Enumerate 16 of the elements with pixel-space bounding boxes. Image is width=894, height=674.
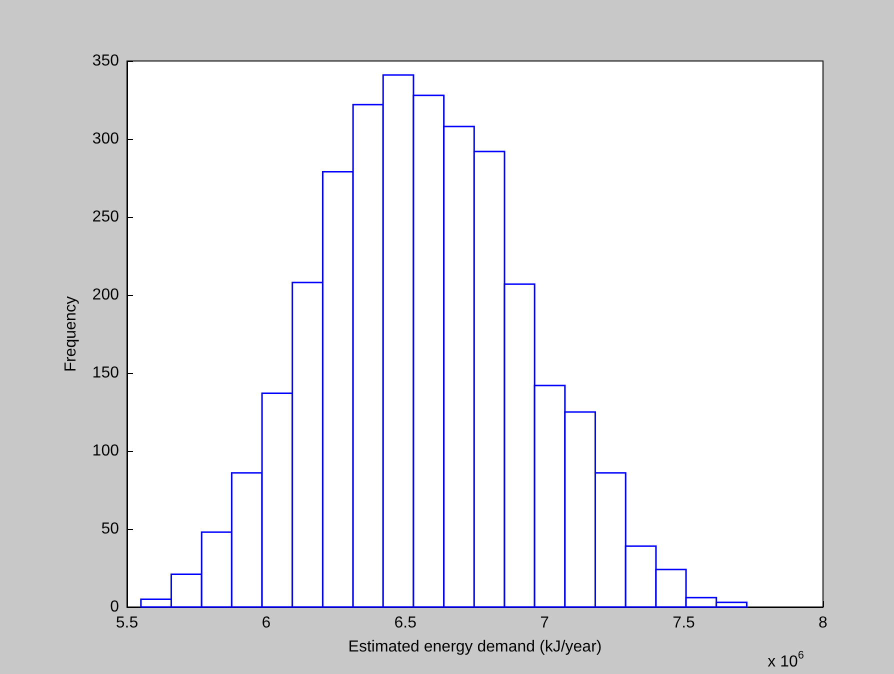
x-tick-label: 7 bbox=[540, 614, 550, 632]
y-tick-label: 0 bbox=[110, 598, 120, 616]
x-tick-label: 7.5 bbox=[672, 614, 696, 632]
y-tick-label: 200 bbox=[92, 286, 120, 304]
x-tick-label: 6.5 bbox=[394, 614, 417, 632]
y-tick-label: 100 bbox=[92, 442, 120, 460]
x-axis-title: Estimated energy demand (kJ/year) bbox=[348, 638, 602, 656]
y-tick-label: 350 bbox=[92, 52, 120, 70]
y-axis-title: Frequency bbox=[62, 296, 80, 372]
x-tick-label: 8 bbox=[818, 614, 828, 632]
x-tick-label: 5.5 bbox=[116, 614, 138, 632]
y-tick-label: 150 bbox=[92, 364, 120, 382]
x-tick-label: 6 bbox=[262, 614, 271, 632]
y-tick-label: 50 bbox=[101, 520, 120, 538]
y-tick-label: 300 bbox=[92, 130, 120, 148]
y-tick-label: 250 bbox=[92, 208, 120, 226]
